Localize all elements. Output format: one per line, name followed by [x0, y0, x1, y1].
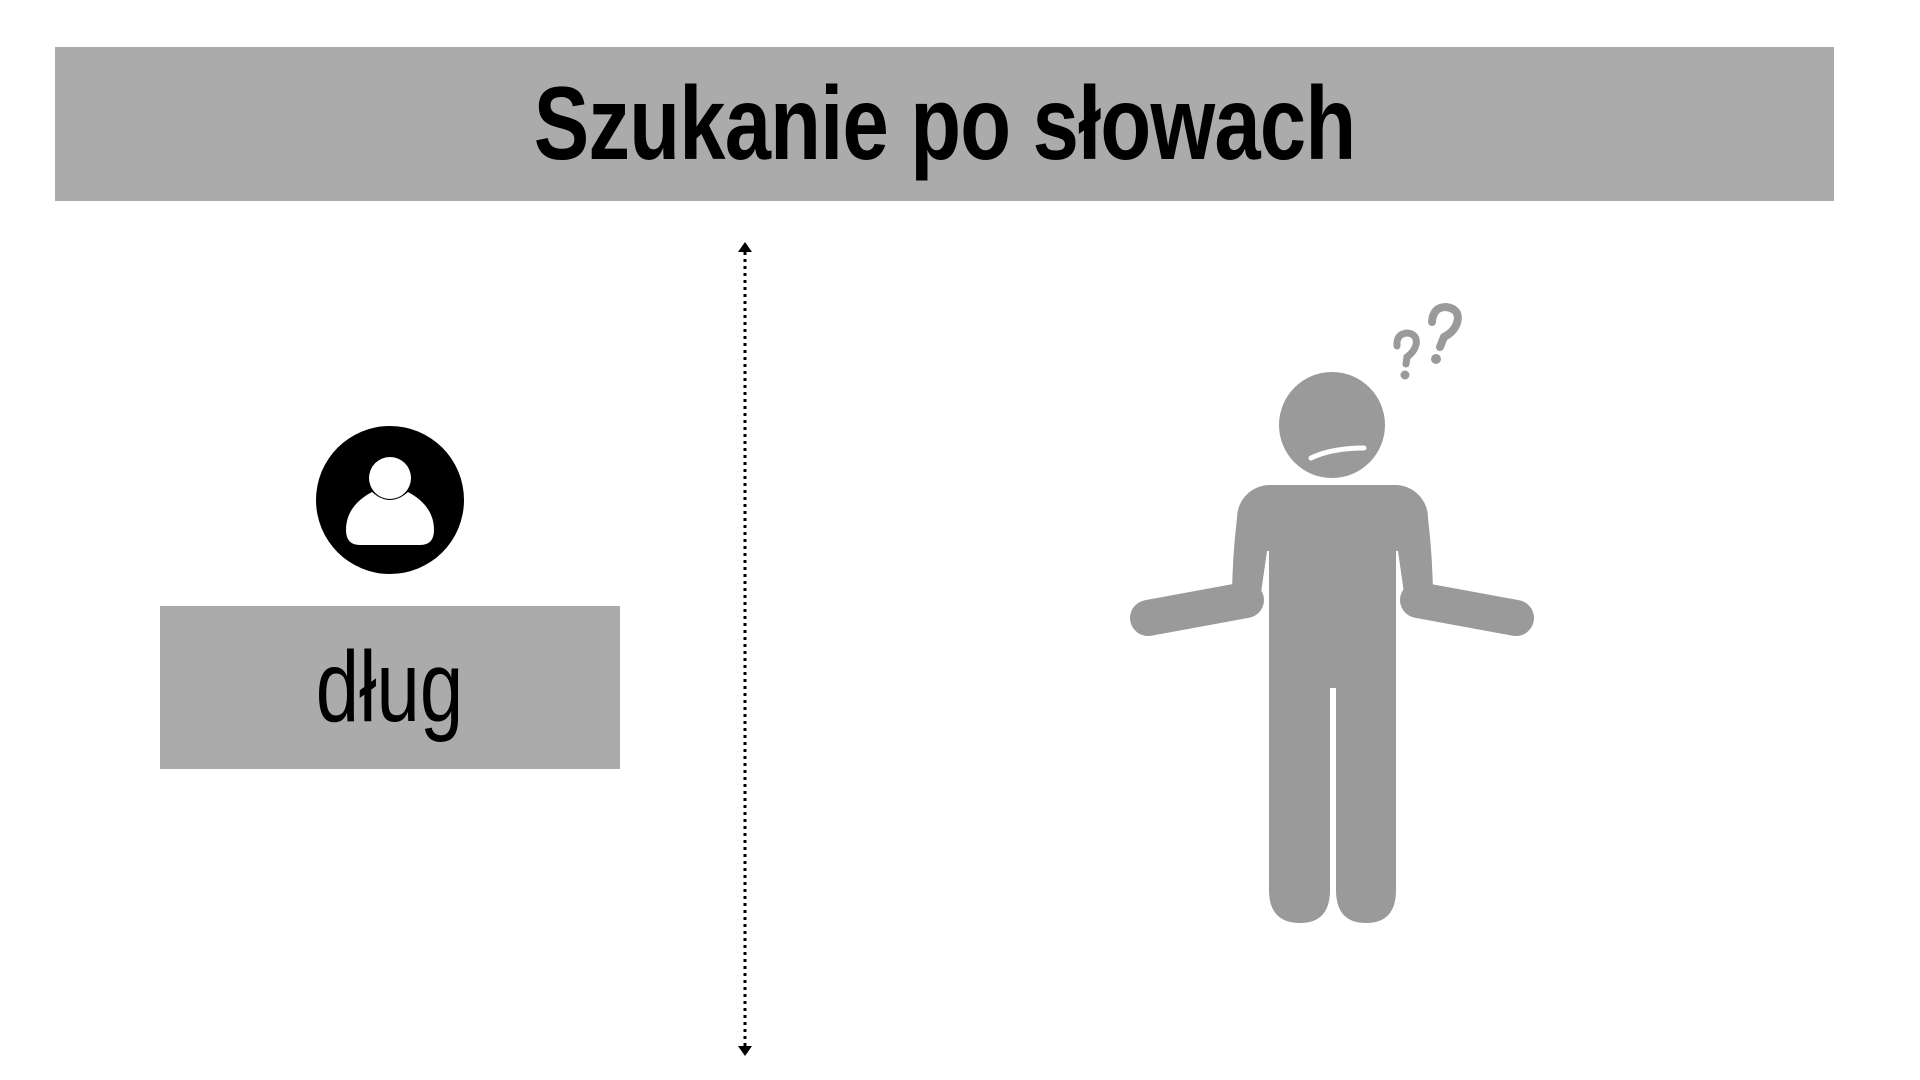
person-legs	[1269, 660, 1396, 923]
page-title: Szukanie po słowach	[533, 65, 1356, 182]
frown-mouth	[1308, 445, 1367, 461]
user-circle-icon	[316, 426, 464, 574]
arrow-down-icon	[738, 1046, 752, 1056]
title-bar: Szukanie po słowach	[55, 47, 1834, 201]
search-word-box: dług	[160, 606, 620, 769]
confused-person-icon	[1130, 302, 1534, 923]
question-marks	[1393, 302, 1462, 380]
arrow-up-icon	[738, 242, 752, 252]
search-word: dług	[316, 631, 464, 743]
vertical-dotted-divider	[738, 242, 752, 1056]
person-head	[1279, 372, 1385, 478]
right-arm	[1400, 582, 1534, 636]
left-arm	[1130, 582, 1264, 636]
